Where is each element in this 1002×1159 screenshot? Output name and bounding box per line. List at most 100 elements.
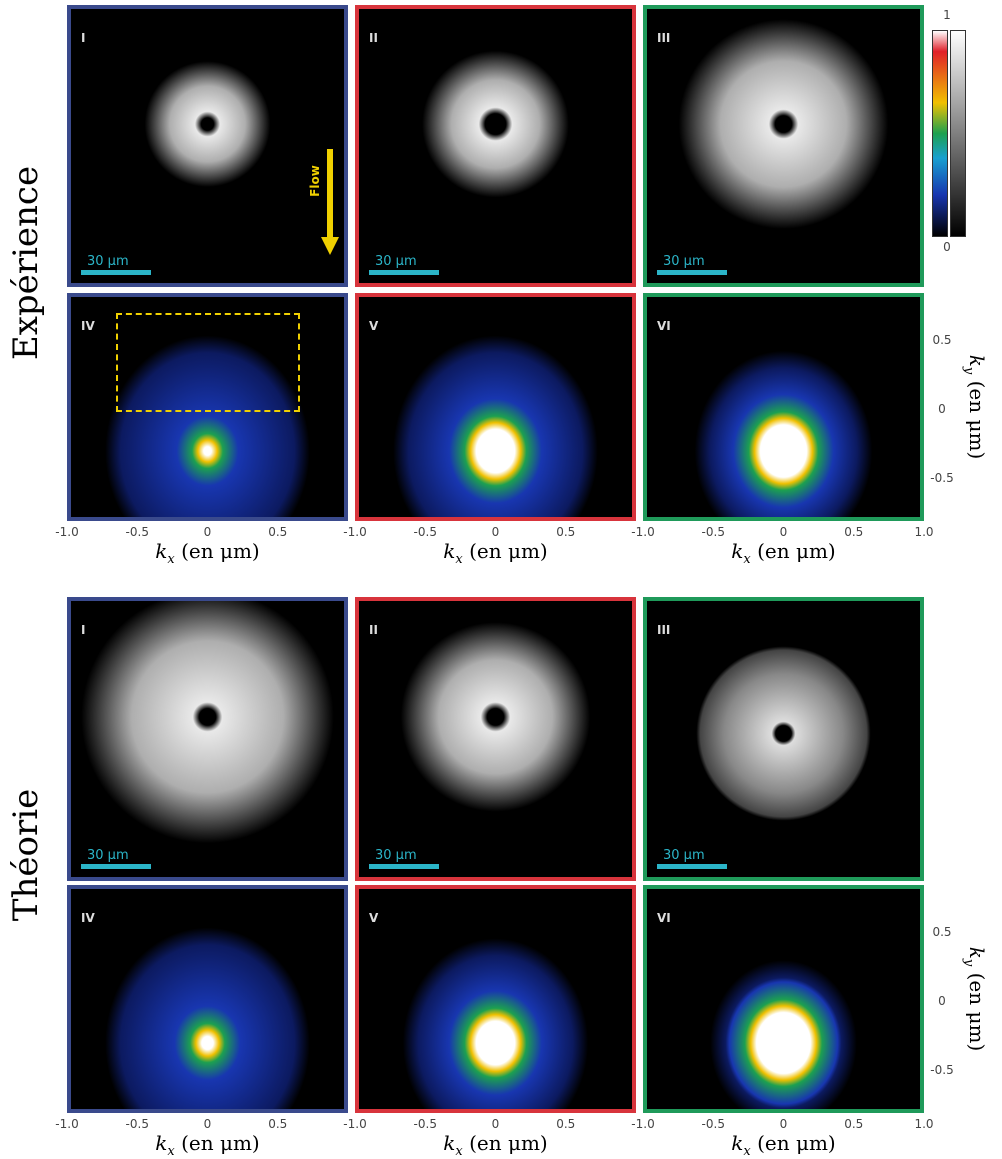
panel-label: IV [81,319,95,333]
axis-label-part: k [155,1131,167,1155]
scale-bar-label: 30 µm [375,254,417,269]
scale-bar [81,270,151,275]
x-axis-label: kx (en μm) [155,1131,259,1159]
x-tick-label: -1.0 [55,525,78,539]
panel-label: IV [81,911,95,925]
image-panel: V [355,885,636,1113]
x-tick-label: 0.5 [556,525,575,539]
x-tick-label: 1.0 [914,1117,933,1131]
flow-label: Flow [308,165,322,197]
x-axis-label: kx (en μm) [443,1131,547,1159]
axis-label-part: k [443,539,455,563]
x-tick-label: 0 [780,1117,788,1131]
scale-bar-label: 30 µm [87,254,129,269]
axis-label-part: k [965,947,989,959]
axis-label-part: k [965,355,989,367]
flow-arrow-head [321,237,339,255]
x-tick-label: 0 [204,525,212,539]
x-tick-label: 0.5 [268,525,287,539]
axis-label-part: (en μm) [175,539,260,563]
axis-label-part: k [155,539,167,563]
axis-label-part: (en μm) [175,1131,260,1155]
x-axis-label: kx (en μm) [731,1131,835,1159]
axis-label-part: k [731,1131,743,1155]
scale-bar-label: 30 µm [663,254,705,269]
x-tick-label: -1.0 [343,1117,366,1131]
axis-label-part: (en μm) [751,1131,836,1155]
axis-label-part: (en μm) [463,1131,548,1155]
scale-bar [657,270,727,275]
image-panel: I 30 µm [67,597,348,881]
flow-arrow [327,149,333,239]
colorbar-min: 0 [943,240,951,254]
colorbar-gray [950,30,966,237]
image-panel: II 30 µm [355,597,636,881]
x-tick-label: 0 [780,525,788,539]
panel-label: VI [657,319,671,333]
panel-label: I [81,623,85,637]
panel-label: II [369,623,378,637]
x-tick-label: 0.5 [268,1117,287,1131]
image-panel: I 30 µm Flow [67,5,348,287]
image-panel: II 30 µm [355,5,636,287]
y-tick-label: 0.5 [932,925,951,939]
scale-bar-label: 30 µm [663,848,705,863]
y-tick-label: 0 [938,402,946,416]
scale-bar [657,864,727,869]
section-title: Expérience [6,166,46,360]
panel-label: III [657,623,670,637]
axis-label-part: (en μm) [965,374,989,459]
axis-label-part: (en μm) [751,539,836,563]
scale-bar-label: 30 µm [375,848,417,863]
x-axis-label: kx (en μm) [731,539,835,567]
y-tick-label: 0 [938,994,946,1008]
scale-bar [81,864,151,869]
image-panel: IV [67,293,348,521]
x-tick-label: -1.0 [631,1117,654,1131]
x-tick-label: 0 [492,525,500,539]
colorbar-max: 1 [943,8,951,22]
x-tick-label: -0.5 [702,525,725,539]
x-tick-label: 0 [204,1117,212,1131]
x-tick-label: -0.5 [126,525,149,539]
figure: ExpérienceI30 µmFlowII30 µmIII30 µmIVVVI… [0,0,1002,1159]
x-tick-label: 0.5 [844,525,863,539]
y-tick-label: -0.5 [930,1063,953,1077]
x-axis-label: kx (en μm) [155,539,259,567]
scale-bar-label: 30 µm [87,848,129,863]
panel-label: II [369,31,378,45]
image-panel: VI [643,885,924,1113]
x-tick-label: 0.5 [556,1117,575,1131]
axis-label-part: k [443,1131,455,1155]
image-panel: VI [643,293,924,521]
y-tick-label: 0.5 [932,333,951,347]
x-tick-label: -0.5 [702,1117,725,1131]
section-title: Théorie [6,789,46,921]
x-tick-label: -1.0 [55,1117,78,1131]
y-axis-label: ky (en μm) [961,355,989,459]
x-tick-label: 0 [492,1117,500,1131]
x-tick-label: 0.5 [844,1117,863,1131]
axis-label-part: (en μm) [965,966,989,1051]
x-tick-label: -0.5 [126,1117,149,1131]
x-axis-label: kx (en μm) [443,539,547,567]
panel-label: I [81,31,85,45]
image-panel: V [355,293,636,521]
scale-bar [369,270,439,275]
x-tick-label: -1.0 [631,525,654,539]
x-tick-label: -1.0 [343,525,366,539]
panel-label: III [657,31,670,45]
x-tick-label: 1.0 [914,525,933,539]
image-panel: IV [67,885,348,1113]
x-tick-label: -0.5 [414,525,437,539]
y-axis-label: ky (en μm) [961,947,989,1051]
panel-label: VI [657,911,671,925]
panel-label: V [369,319,378,333]
panel-label: V [369,911,378,925]
image-panel: III 30 µm [643,5,924,287]
image-panel: III 30 µm [643,597,924,881]
x-tick-label: -0.5 [414,1117,437,1131]
axis-label-part: (en μm) [463,539,548,563]
axis-label-part: k [731,539,743,563]
scale-bar [369,864,439,869]
